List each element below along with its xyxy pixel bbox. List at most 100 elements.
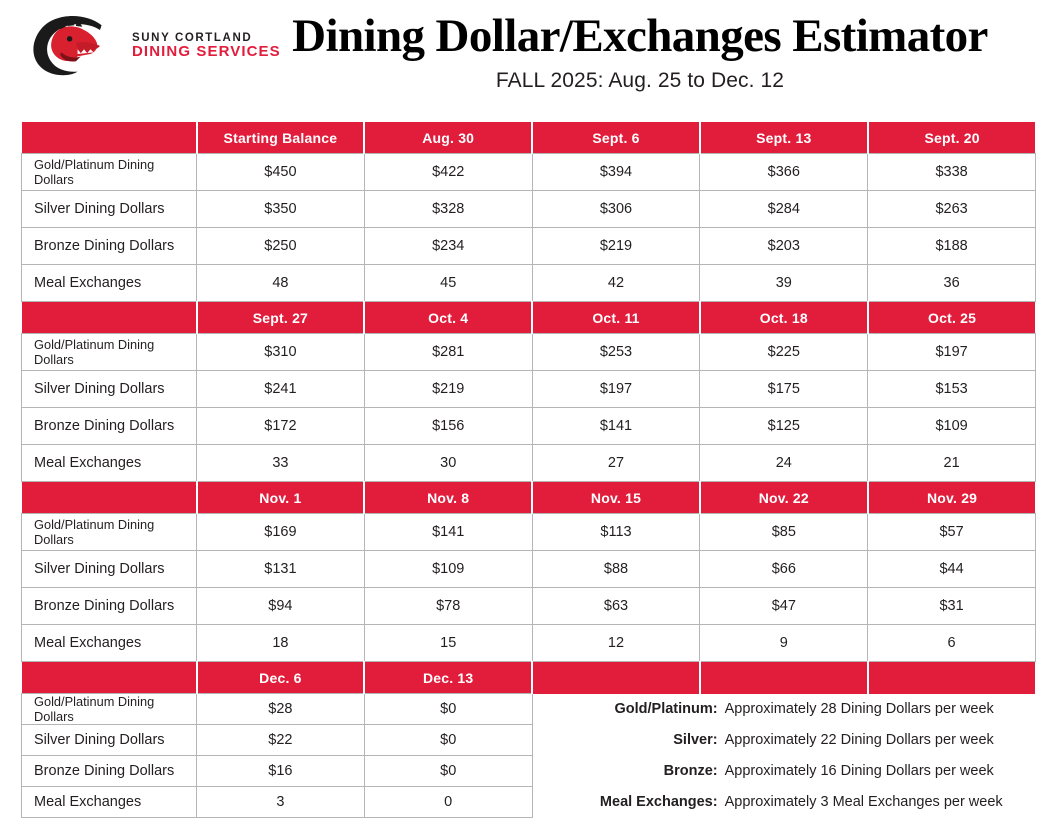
table-row: Meal Exchanges 18 15 12 9 6 [21,624,1036,662]
header-cell-date: Dec. 6 [196,661,366,694]
header-cell-date: Oct. 25 [867,301,1036,334]
dining-dollar-estimator-table: Starting Balance Aug. 30 Sept. 6 Sept. 13 Se… [21,122,1036,818]
logo-wordmark: SUNY CORTLAND DINING SERVICES [132,32,281,60]
value-cell: 42 [531,264,701,302]
value-cell: $241 [196,370,365,408]
header-cell-date: Nov. 29 [867,481,1036,514]
header-cell-date: Sept. 6 [532,122,701,154]
value-cell: $263 [867,190,1036,228]
header-cell-date: Aug. 30 [364,122,534,154]
value-cell: $172 [196,407,365,445]
row-label: Silver Dining Dollars [21,190,197,228]
value-cell: $141 [363,513,533,551]
page-title: Dining Dollar/Exchanges Estimator [292,10,988,62]
header-cell-date: Oct. 18 [699,301,869,334]
value-cell: 36 [867,264,1036,302]
value-cell: 39 [699,264,869,302]
header-cell-date: Starting Balance [196,122,366,154]
legend-cell: Bronze: Approximately 16 Dining Dollars p… [532,755,1036,787]
row-label: Meal Exchanges [21,786,197,818]
legend-cell: Silver: Approximately 22 Dining Dollars p… [532,724,1036,756]
legend-cell: Meal Exchanges: Approximately 3 Meal Exch… [532,786,1036,818]
header-cell-date: Nov. 22 [699,481,869,514]
header-cell-date [532,661,701,694]
value-cell: $28 [196,693,365,725]
value-cell: 12 [531,624,701,662]
header-cell-blank [21,122,198,154]
logo-line-suny-cortland: SUNY CORTLAND [132,32,253,45]
suny-cortland-dining-services-logo: SUNY CORTLAND DINING SERVICES [28,14,281,78]
row-label: Bronze Dining Dollars [21,407,197,445]
value-cell: $31 [867,587,1036,625]
table-row: Gold/Platinum Dining Dollars $169 $141 $113… [21,513,1036,551]
value-cell: $0 [363,693,533,725]
value-cell: $366 [699,153,869,191]
value-cell: $422 [363,153,533,191]
table-row: Gold/Platinum Dining Dollars $450 $422 $394… [21,153,1036,191]
legend-label: Bronze: [663,762,718,779]
value-cell: 3 [196,786,365,818]
value-cell: $156 [363,407,533,445]
table-row: Bronze Dining Dollars $94 $78 $63 $47 $31 [21,587,1036,625]
value-cell: 15 [363,624,533,662]
header-cell-date: Nov. 8 [364,481,534,514]
dragon-head-icon [33,15,102,76]
value-cell: 45 [363,264,533,302]
table-row: Bronze Dining Dollars $172 $156 $141 $125 $10… [21,407,1036,445]
header-cell-date: Dec. 13 [364,661,534,694]
value-cell: $188 [867,227,1036,265]
value-cell: $125 [699,407,869,445]
value-cell: $22 [196,724,365,756]
page-subtitle: FALL 2025: Aug. 25 to Dec. 12 [495,68,785,92]
value-cell: $250 [196,227,365,265]
legend-value: Approximately 22 Dining Dollars per week [724,731,994,748]
value-cell: $66 [699,550,869,588]
value-cell: $197 [531,370,701,408]
header-cell-date: Nov. 15 [532,481,701,514]
row-label: Silver Dining Dollars [21,550,197,588]
value-cell: $234 [363,227,533,265]
value-cell: $153 [867,370,1036,408]
value-cell: $225 [699,333,869,371]
logo-line-dining-services: DINING SERVICES [132,43,281,61]
row-label: Silver Dining Dollars [21,370,197,408]
value-cell: $219 [363,370,533,408]
value-cell: $284 [699,190,869,228]
table-header-row: Dec. 6 Dec. 13 [21,661,1036,694]
value-cell: 30 [363,444,533,482]
legend-label: Silver: [673,731,718,748]
value-cell: $394 [531,153,701,191]
row-label: Meal Exchanges [21,624,197,662]
value-cell: $109 [363,550,533,588]
row-label: Meal Exchanges [21,444,197,482]
value-cell: $0 [363,724,533,756]
value-cell: $253 [531,333,701,371]
table-row: Meal Exchanges 33 30 27 24 21 [21,444,1036,482]
value-cell: $113 [531,513,701,551]
value-cell: $450 [196,153,365,191]
table-row: Silver Dining Dollars $131 $109 $88 $66 $44 [21,550,1036,588]
value-cell: $306 [531,190,701,228]
value-cell: $85 [699,513,869,551]
value-cell: $57 [867,513,1036,551]
table-header-row: Nov. 1 Nov. 8 Nov. 15 Nov. 22 Nov. 29 [21,481,1036,514]
table-row: Silver Dining Dollars $241 $219 $197 $175 $15… [21,370,1036,408]
header-cell-date [867,661,1036,694]
header-cell-date: Oct. 11 [532,301,701,334]
legend-value: Approximately 3 Meal Exchanges per week [724,793,1003,810]
value-cell: $47 [699,587,869,625]
row-label: Gold/Platinum Dining Dollars [21,333,197,371]
table-row: Meal Exchanges 48 45 42 39 36 [21,264,1036,302]
value-cell: 48 [196,264,365,302]
header-cell-date: Sept. 27 [196,301,366,334]
value-cell: 33 [196,444,365,482]
legend-cell: Gold/Platinum: Approximately 28 Dining Do… [532,693,1036,725]
value-cell: $350 [196,190,365,228]
value-cell: 24 [699,444,869,482]
row-label: Gold/Platinum Dining Dollars [21,153,197,191]
legend-value: Approximately 16 Dining Dollars per week [724,762,994,779]
value-cell: 6 [867,624,1036,662]
value-cell: 18 [196,624,365,662]
value-cell: $44 [867,550,1036,588]
value-cell: $16 [196,755,365,787]
